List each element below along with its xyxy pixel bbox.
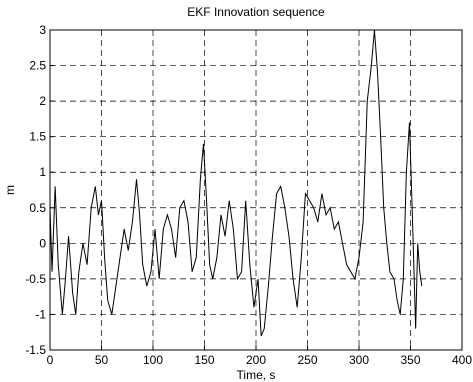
x-tick-label: 100 bbox=[143, 353, 163, 367]
y-tick-label: 2.5 bbox=[29, 59, 46, 73]
x-tick-label: 350 bbox=[400, 353, 420, 367]
y-tick-label: 1.5 bbox=[29, 130, 46, 144]
y-tick-label: -1.5 bbox=[25, 343, 46, 357]
y-tick-label: -0.5 bbox=[25, 272, 46, 286]
data-line bbox=[49, 29, 423, 336]
y-tick-label: 0.5 bbox=[29, 201, 46, 215]
plot-frame bbox=[49, 29, 463, 351]
y-tick-label: 1 bbox=[39, 165, 46, 179]
y-tick-label: 2 bbox=[39, 94, 46, 108]
x-axis-label: Time, s bbox=[237, 368, 276, 382]
x-tick-label: 150 bbox=[194, 353, 214, 367]
y-tick-label: 3 bbox=[39, 23, 46, 37]
y-tick-label: 0 bbox=[39, 236, 46, 250]
x-tick-label: 50 bbox=[95, 353, 109, 367]
y-axis-label: m bbox=[3, 185, 17, 195]
x-tick-label: 0 bbox=[47, 353, 54, 367]
x-tick-label: 400 bbox=[452, 353, 472, 367]
x-tick-label: 250 bbox=[297, 353, 317, 367]
y-tick-label: -1 bbox=[35, 307, 46, 321]
x-tick-label: 300 bbox=[349, 353, 369, 367]
chart-title: EKF Innovation sequence bbox=[187, 5, 325, 19]
x-tick-label: 200 bbox=[246, 353, 266, 367]
